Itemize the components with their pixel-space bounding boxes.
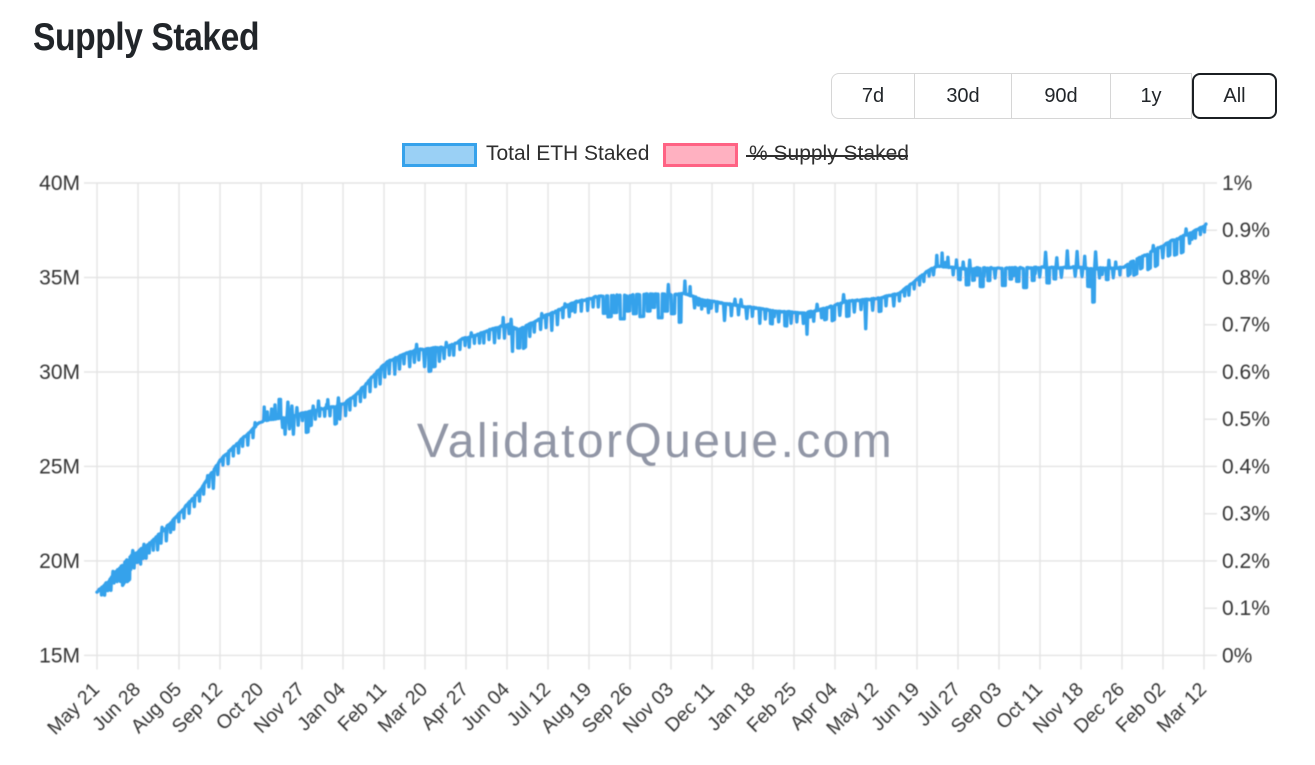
svg-text:May 21: May 21 bbox=[43, 678, 104, 739]
svg-text:ValidatorQueue.com: ValidatorQueue.com bbox=[417, 415, 894, 468]
svg-text:0.3%: 0.3% bbox=[1222, 503, 1270, 526]
svg-text:30M: 30M bbox=[39, 361, 80, 384]
svg-text:0.8%: 0.8% bbox=[1222, 267, 1270, 290]
svg-text:1%: 1% bbox=[1222, 172, 1252, 195]
svg-text:0.1%: 0.1% bbox=[1222, 597, 1270, 620]
svg-text:40M: 40M bbox=[39, 172, 80, 195]
svg-text:0.4%: 0.4% bbox=[1222, 455, 1270, 478]
svg-text:0.6%: 0.6% bbox=[1222, 361, 1270, 384]
svg-text:0%: 0% bbox=[1222, 644, 1252, 667]
svg-text:0.7%: 0.7% bbox=[1222, 314, 1270, 337]
svg-text:20M: 20M bbox=[39, 550, 80, 573]
svg-text:0.2%: 0.2% bbox=[1222, 550, 1270, 573]
svg-text:15M: 15M bbox=[39, 644, 80, 667]
svg-text:0.5%: 0.5% bbox=[1222, 408, 1270, 431]
svg-text:0.9%: 0.9% bbox=[1222, 219, 1270, 242]
svg-text:25M: 25M bbox=[39, 455, 80, 478]
svg-text:35M: 35M bbox=[39, 267, 80, 290]
